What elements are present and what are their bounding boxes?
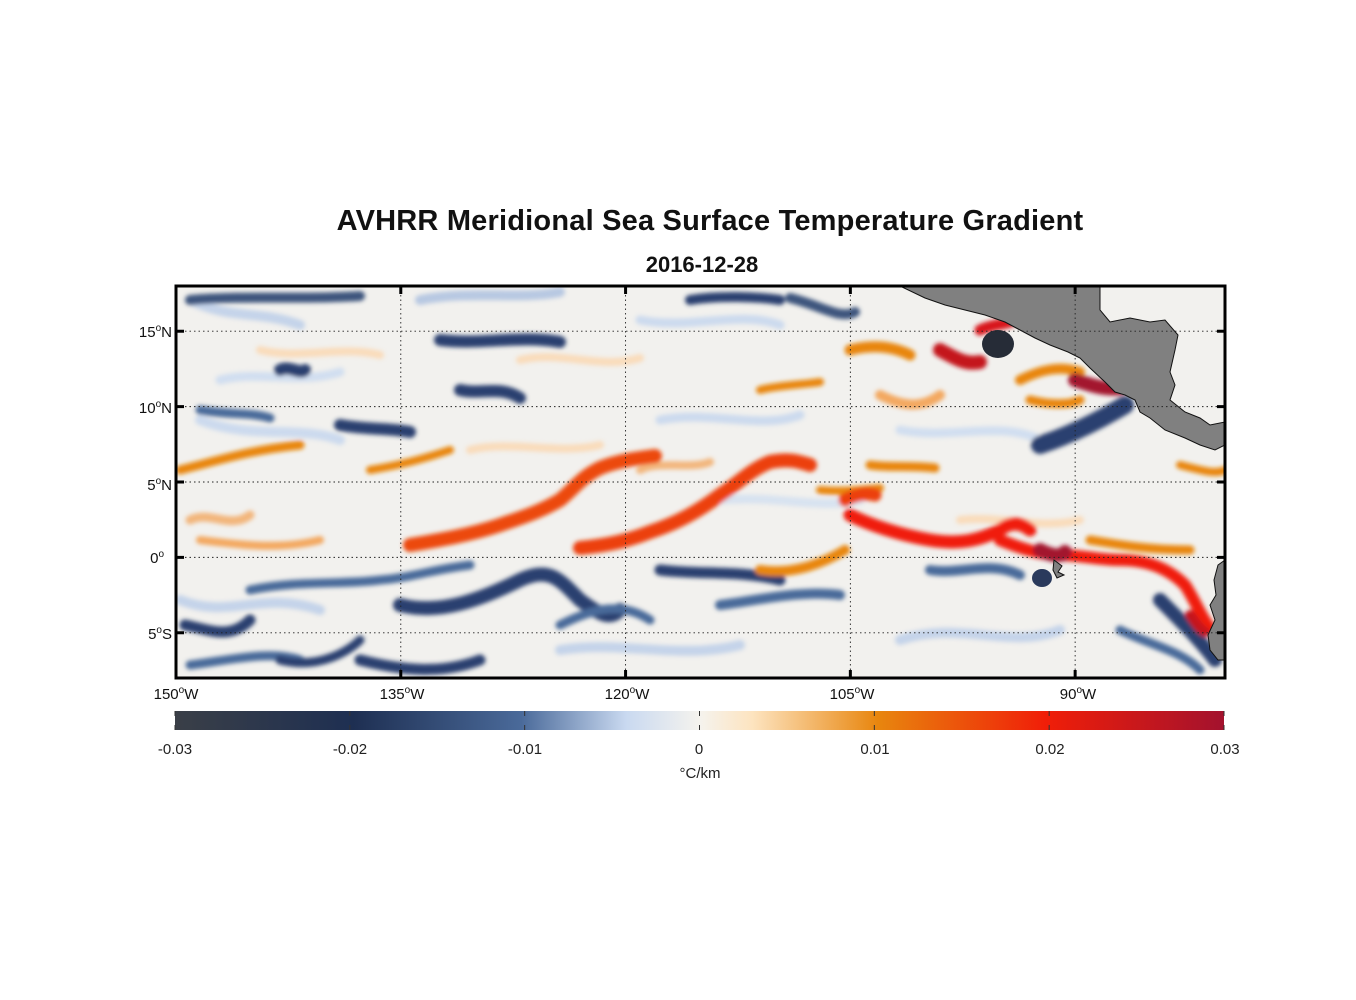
lon-tick-120w: 120oW — [604, 685, 650, 704]
central-america-land — [899, 286, 1225, 451]
colorbar-tick-label: 0.02 — [1035, 741, 1065, 758]
lat-tick-15n: 15oN — [138, 323, 172, 342]
colorbar-unit-label: °C/km — [679, 765, 721, 782]
lat-tick-10n: 10oN — [138, 399, 172, 418]
colorbar-tick-label: 0 — [694, 741, 704, 758]
lon-tick-135w: 135oW — [379, 685, 425, 704]
colorbar-tick-label: 0.01 — [860, 741, 890, 758]
south-america-land — [1207, 559, 1225, 661]
lon-tick-105w: 105oW — [829, 685, 875, 704]
lon-tick-90w: 90oW — [1059, 685, 1097, 704]
colorbar — [175, 711, 1224, 730]
map-gridlines — [176, 286, 1225, 678]
colorbar-tick-label: -0.02 — [332, 741, 368, 758]
chart-title: AVHRR Meridional Sea Surface Temperature… — [336, 205, 1084, 237]
galapagos-land — [1052, 559, 1066, 579]
colorbar-tick-label: -0.03 — [157, 741, 193, 758]
colorbar-ticks — [174, 711, 1225, 730]
colorbar-tick-label: -0.01 — [507, 741, 543, 758]
lat-tick-5n: 5oN — [147, 476, 172, 495]
lat-tick-5s: 5oS — [148, 625, 172, 644]
lat-tick-0: 0o — [150, 549, 164, 568]
chart-subtitle: 2016-12-28 — [645, 252, 759, 277]
colorbar-tick-label: 0.03 — [1210, 741, 1240, 758]
sst-gradient-field — [176, 286, 1225, 675]
lon-tick-150w: 150oW — [153, 685, 199, 704]
